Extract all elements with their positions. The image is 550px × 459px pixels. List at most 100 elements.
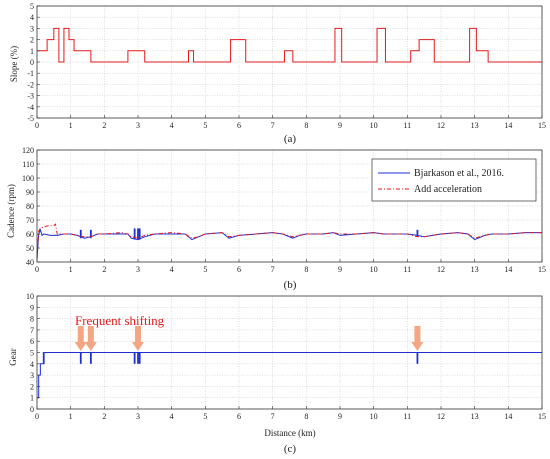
y-tick-label: 40 [26,258,34,267]
y-tick-label: 60 [26,230,34,239]
y-tick-label: 50 [26,244,34,253]
x-tick-label: 10 [370,265,378,274]
x-tick-label: 9 [338,265,342,274]
x-tick-label: 0 [35,412,39,421]
x-tick-label: 6 [237,412,241,421]
y-tick-label: 5 [30,2,34,11]
x-tick-label: 0 [35,265,39,274]
annotation-arrow-head [74,342,87,351]
x-tick-label: 14 [504,412,512,421]
x-tick-label: 2 [102,412,106,421]
y-tick-label: 2 [30,36,34,45]
panel-c-annotation: Frequent shifting [75,313,165,328]
panel-a-ylabel: Slope (%) [9,46,19,82]
x-tick-label: 1 [69,412,73,421]
y-tick-label: 0 [30,405,34,414]
series-line-0 [37,27,542,63]
x-tick-label: 2 [102,121,106,130]
series-line-1 [36,223,542,260]
x-tick-label: 3 [136,121,140,130]
x-tick-label: 7 [271,265,275,274]
x-tick-label: 4 [170,121,174,130]
y-tick-label: 9 [30,303,34,312]
x-tick-label: 14 [504,121,512,130]
panel-c-arrows [74,326,424,351]
x-tick-label: 9 [338,121,342,130]
panel-b-legend: Bjarkason et al., 2016. Add acceleration [371,158,537,202]
x-tick-label: 9 [338,412,342,421]
y-tick-label: 1 [30,394,34,403]
x-tick-label: 3 [136,412,140,421]
y-tick-label: 6 [30,337,34,346]
x-tick-label: 8 [304,265,308,274]
y-tick-label: 70 [26,216,34,225]
x-tick-label: 2 [102,265,106,274]
legend-label-1: Add acceleration [414,184,482,195]
annotation-arrow-head [84,342,97,351]
y-tick-label: 8 [30,315,34,324]
y-tick-label: 100 [22,174,34,183]
panel-b-ticks: 0 1 2 3 4 5 6 7 8 9 10 11 12 13 14 15405060708090100110… [22,146,546,274]
x-tick-label: 0 [35,121,39,130]
panel-b-ylabel: Cadence (rpm) [6,184,16,238]
panel-a-caption: (a) [284,133,297,145]
x-tick-label: 4 [170,265,174,274]
x-tick-label: 11 [403,265,411,274]
x-tick-label: 8 [304,121,308,130]
y-tick-label: -5 [27,114,34,123]
x-tick-label: 1 [69,265,73,274]
annotation-arrow-head [132,342,144,351]
legend-label-0: Bjarkason et al., 2016. [414,168,504,179]
y-tick-label: 4 [30,13,34,22]
x-tick-label: 4 [170,412,174,421]
y-tick-label: 90 [26,188,34,197]
x-tick-label: 15 [538,121,546,130]
y-tick-label: 80 [26,202,34,211]
x-tick-label: 7 [271,412,275,421]
panel-a-lines [37,27,542,63]
x-tick-label: 6 [237,265,241,274]
panel-c-ylabel: Gear [8,348,18,366]
panel-c-xlabel: Distance (km) [264,428,315,438]
annotation-arrow-head [411,342,424,351]
x-tick-label: 5 [203,121,207,130]
x-tick-label: 10 [370,412,378,421]
x-tick-label: 13 [471,121,479,130]
legend-box [371,158,537,202]
y-tick-label: -1 [27,69,34,78]
panel-c-caption: (c) [284,443,297,455]
annotation-arrow-shaft [414,326,421,343]
y-tick-label: 10 [26,292,34,301]
x-tick-label: 11 [403,121,411,130]
x-tick-label: 13 [471,265,479,274]
x-tick-label: 8 [304,412,308,421]
x-tick-label: 15 [538,412,546,421]
annotation-arrow-shaft [87,326,94,343]
y-tick-label: 4 [30,360,34,369]
y-tick-label: 1 [30,47,34,56]
x-tick-label: 15 [538,265,546,274]
x-tick-label: 13 [471,412,479,421]
y-tick-label: -2 [27,80,34,89]
y-tick-label: 3 [30,24,34,33]
x-tick-label: 12 [437,265,445,274]
x-tick-label: 14 [504,265,512,274]
y-tick-label: 0 [30,58,34,67]
x-tick-label: 7 [271,121,275,130]
y-tick-label: 110 [22,160,34,169]
annotation-arrow-shaft [77,326,84,343]
x-tick-label: 1 [69,121,73,130]
x-tick-label: 5 [203,265,207,274]
x-tick-label: 12 [437,121,445,130]
y-tick-label: 120 [22,146,34,155]
panel-b-lines [36,223,542,260]
x-tick-label: 6 [237,121,241,130]
y-tick-label: -4 [27,103,34,112]
y-tick-label: -3 [27,92,34,101]
panel-b: 0 1 2 3 4 5 6 7 8 9 10 11 12 13 14 15405060708090100110… [6,146,546,291]
